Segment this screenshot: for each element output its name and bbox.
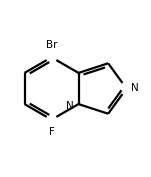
Text: N: N <box>131 84 139 93</box>
Text: N: N <box>66 101 74 111</box>
Text: Br: Br <box>46 40 57 50</box>
Text: F: F <box>49 127 55 137</box>
